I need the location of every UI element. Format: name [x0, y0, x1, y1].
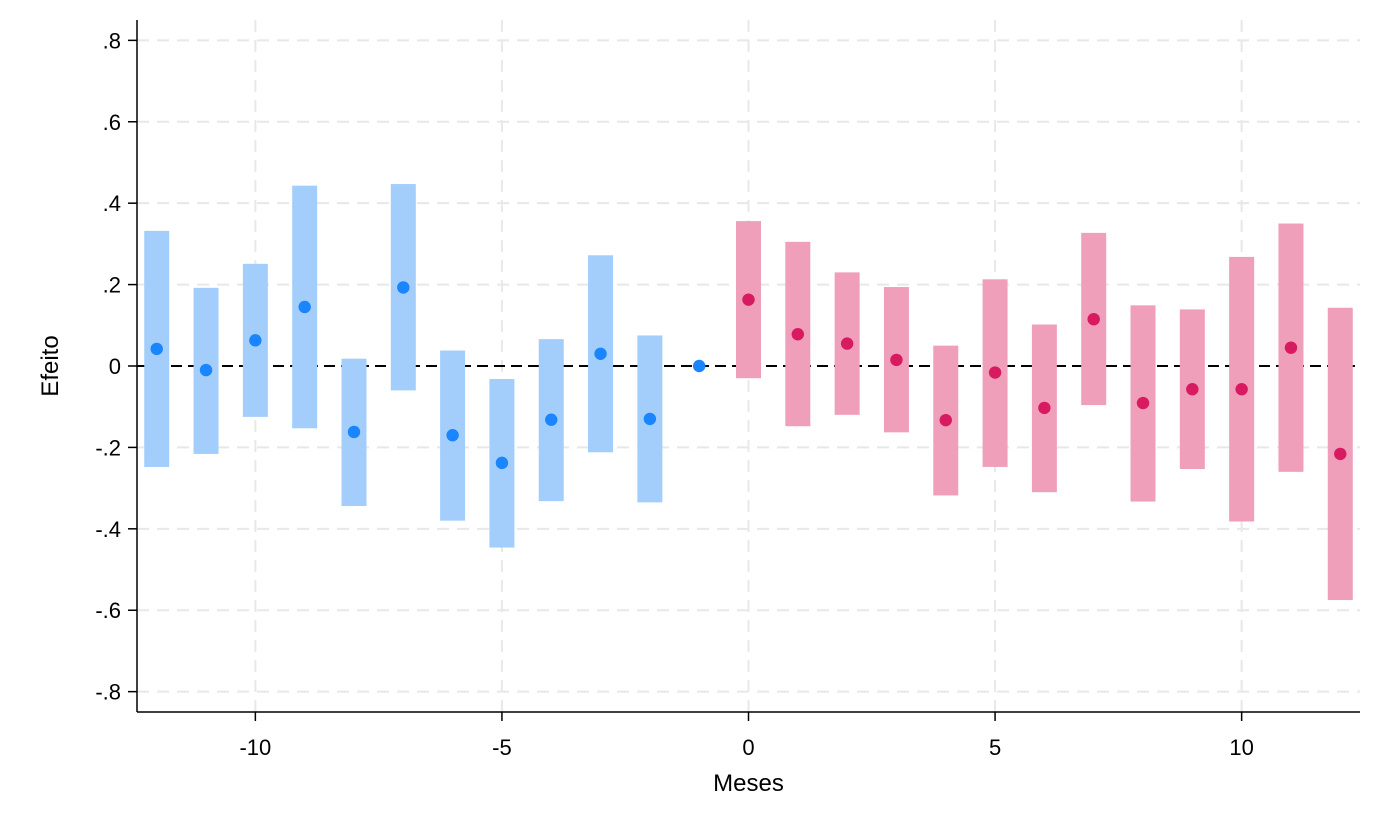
point-pre--12	[150, 342, 163, 356]
point-post-0	[742, 293, 755, 306]
point-post-3	[890, 353, 903, 367]
point-post-8	[1136, 396, 1150, 410]
x-tick-label-1: -5	[492, 735, 512, 760]
point-pre--7	[397, 281, 410, 294]
point-pre--11	[199, 363, 213, 377]
point-pre--4	[545, 413, 558, 426]
x-axis-title: Meses	[713, 770, 784, 797]
y-tick-label-6: -.4	[95, 517, 121, 542]
y-tick-label-0: .8	[103, 28, 121, 53]
x-tick-label-0: -10	[239, 735, 271, 760]
point-pre--9	[298, 300, 311, 314]
point-post-2	[840, 337, 854, 350]
point-post-10	[1235, 383, 1248, 396]
y-axis-title: Efeito	[37, 335, 64, 396]
point-pre--1	[692, 359, 706, 373]
point-post-7	[1087, 312, 1100, 326]
point-post-4	[939, 413, 952, 427]
point-post-9	[1186, 383, 1199, 396]
y-tick-label-5: -.2	[95, 435, 121, 460]
axes: .8 .6 .4 .2 0 -.2 -.4 -.6 -.8 -10 -5 0 5 10	[95, 20, 1360, 760]
point-post-11	[1284, 341, 1298, 354]
x-tick-label-3: 5	[989, 735, 1001, 760]
point-post-5	[988, 366, 1002, 379]
confidence-intervals	[144, 184, 1353, 601]
x-tick-label-4: 10	[1229, 735, 1253, 760]
point-pre--10	[249, 334, 262, 347]
point-pre--6	[446, 429, 459, 442]
point-post-12	[1334, 447, 1347, 461]
point-post-1	[791, 328, 805, 341]
y-tick-label-2: .4	[103, 191, 121, 216]
point-pre--5	[495, 456, 509, 470]
point-pre--8	[347, 425, 361, 439]
y-tick-label-8: -.8	[95, 680, 121, 705]
point-pre--3	[594, 347, 607, 360]
y-tick-label-4: 0	[109, 354, 121, 379]
y-tick-label-7: -.6	[95, 598, 121, 623]
y-tick-label-3: .2	[103, 273, 121, 298]
point-pre--2	[643, 412, 657, 426]
y-tick-label-1: .6	[103, 110, 121, 135]
x-tick-label-2: 0	[742, 735, 754, 760]
point-post-6	[1038, 401, 1051, 415]
point-estimates	[150, 281, 1347, 470]
